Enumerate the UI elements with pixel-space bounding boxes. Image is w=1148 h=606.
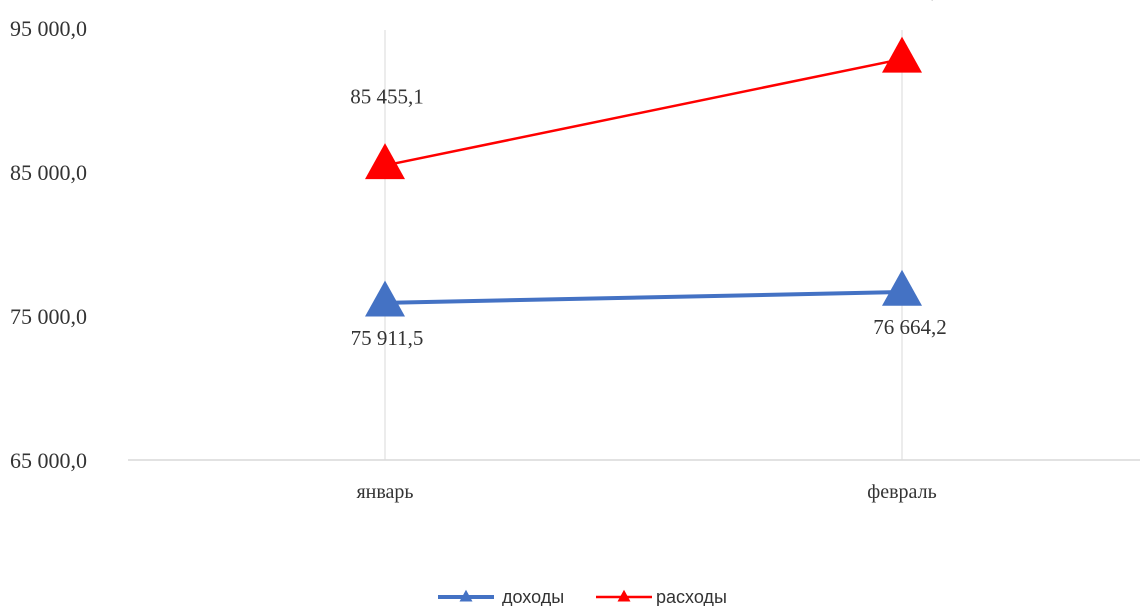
y-tick-label: 95 000,0 bbox=[10, 16, 87, 41]
series-line-2 bbox=[384, 57, 903, 167]
series-1-point-1 bbox=[365, 280, 405, 317]
data-label: 75 911,5 bbox=[351, 326, 424, 350]
legend-label: расходы bbox=[656, 587, 727, 606]
y-tick-label: 65 000,0 bbox=[10, 448, 87, 473]
x-tick-label: январь bbox=[356, 481, 413, 503]
legend-label: доходы bbox=[502, 587, 564, 606]
axes: 65 000,0 75 000,0 85 000,0 95 000,0 январь фе… bbox=[10, 16, 1140, 503]
legend-swatch-marker-1 bbox=[459, 589, 473, 602]
legend-swatch-marker-2 bbox=[617, 589, 631, 602]
data-labels: 75 911,5 76 664,2 85 455,1 92 847,0 bbox=[350, 0, 947, 350]
series-2-point-2 bbox=[882, 36, 922, 73]
series-2-point-1 bbox=[365, 143, 405, 180]
data-label: 92 847,0 bbox=[873, 0, 947, 2]
x-tick-label: февраль bbox=[867, 481, 936, 503]
series bbox=[365, 36, 922, 317]
gridlines bbox=[384, 30, 903, 460]
legend: доходы расходы bbox=[438, 587, 727, 606]
y-tick-label: 85 000,0 bbox=[10, 160, 87, 185]
data-label: 76 664,2 bbox=[873, 315, 947, 339]
y-tick-label: 75 000,0 bbox=[10, 304, 87, 329]
series-line-1 bbox=[384, 290, 903, 305]
data-label: 85 455,1 bbox=[350, 84, 424, 108]
series-1-point-2 bbox=[882, 269, 922, 306]
